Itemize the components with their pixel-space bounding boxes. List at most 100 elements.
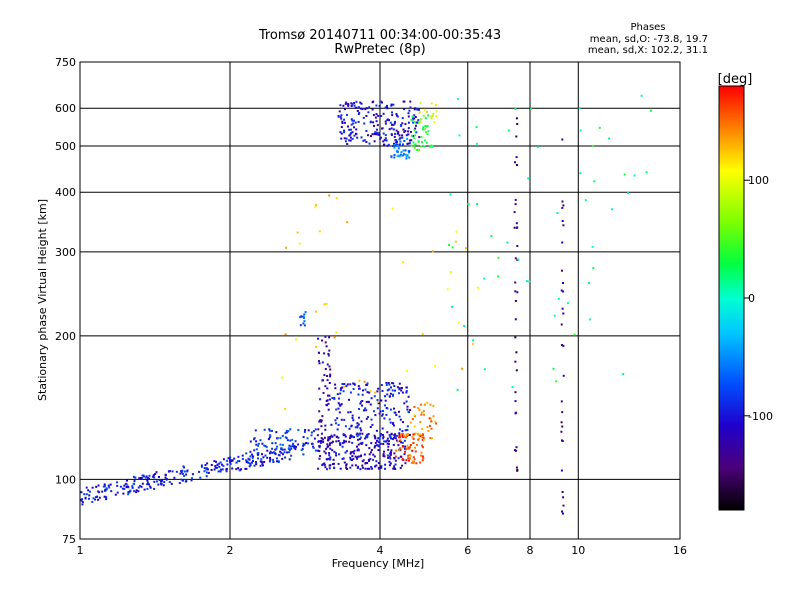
data-point [214, 466, 217, 469]
data-point [562, 374, 565, 377]
data-point [321, 339, 324, 342]
data-point [562, 312, 565, 315]
data-point [561, 269, 563, 272]
data-point [203, 470, 206, 473]
data-point [399, 140, 402, 143]
data-point [396, 386, 399, 389]
data-point [321, 361, 324, 364]
data-point [351, 417, 354, 419]
data-point [337, 115, 340, 117]
data-point [210, 464, 213, 466]
data-point [381, 389, 384, 392]
data-point [327, 457, 330, 460]
data-point [416, 107, 419, 110]
data-point [357, 455, 359, 458]
data-point [171, 470, 174, 473]
data-point [365, 107, 368, 110]
data-point [514, 290, 517, 293]
data-point [376, 400, 379, 403]
data-point [312, 430, 315, 433]
data-point [561, 411, 564, 414]
data-point [410, 144, 413, 147]
data-point [179, 472, 182, 475]
data-point [371, 133, 374, 136]
data-point [560, 469, 563, 472]
data-point [589, 318, 591, 321]
data-point [328, 382, 331, 384]
data-point [562, 290, 565, 293]
data-point [387, 456, 389, 459]
data-point [333, 462, 335, 465]
data-point [284, 432, 287, 435]
data-point [513, 226, 516, 229]
data-point [408, 447, 411, 450]
data-point [329, 436, 332, 438]
data-point [238, 469, 241, 472]
data-point [423, 413, 425, 416]
data-point [384, 106, 387, 109]
data-point [303, 316, 305, 319]
data-point [406, 444, 409, 447]
data-point [516, 468, 519, 471]
data-point [398, 154, 400, 157]
data-point [359, 442, 362, 445]
data-point [350, 105, 353, 107]
data-point [395, 414, 398, 416]
data-point [327, 439, 329, 442]
data-point [420, 136, 423, 138]
data-point [248, 465, 251, 468]
data-point [420, 145, 423, 148]
data-point [403, 140, 406, 142]
data-point [255, 463, 258, 466]
data-point [392, 124, 395, 126]
data-point [339, 104, 342, 107]
data-point [109, 483, 112, 486]
data-point [139, 484, 141, 487]
data-point [561, 344, 563, 346]
data-point [384, 137, 387, 140]
data-point [388, 383, 391, 386]
data-point [141, 474, 144, 477]
data-point [381, 127, 384, 130]
data-point [345, 440, 347, 443]
data-point [402, 128, 405, 131]
data-point [340, 126, 343, 128]
data-point [409, 106, 412, 109]
data-point [349, 136, 352, 139]
data-point [229, 463, 232, 465]
data-point [80, 499, 83, 502]
data-point [388, 395, 391, 398]
data-point [396, 440, 399, 443]
data-point [191, 473, 194, 476]
data-point [331, 449, 334, 452]
data-point [363, 453, 366, 456]
data-point [327, 352, 330, 355]
data-point [560, 421, 563, 424]
data-point [85, 486, 88, 489]
data-point [394, 120, 396, 123]
data-point [358, 387, 360, 390]
data-point [561, 510, 563, 513]
data-point [360, 420, 363, 423]
data-point [421, 455, 424, 458]
data-point [133, 483, 136, 485]
data-point [149, 485, 152, 488]
data-point [341, 122, 344, 124]
data-point [323, 450, 326, 453]
data-point [91, 500, 94, 503]
data-point [285, 430, 288, 433]
data-point [393, 457, 396, 460]
data-point [207, 471, 210, 474]
data-point [145, 475, 148, 478]
data-point [343, 439, 346, 442]
data-point [449, 193, 452, 196]
data-point [349, 458, 352, 461]
data-point [126, 479, 128, 482]
data-point [399, 455, 402, 458]
data-point [341, 442, 344, 445]
data-point [399, 447, 402, 450]
data-point [392, 467, 395, 470]
data-point [358, 111, 361, 114]
data-point [375, 133, 378, 136]
data-point [432, 415, 435, 418]
